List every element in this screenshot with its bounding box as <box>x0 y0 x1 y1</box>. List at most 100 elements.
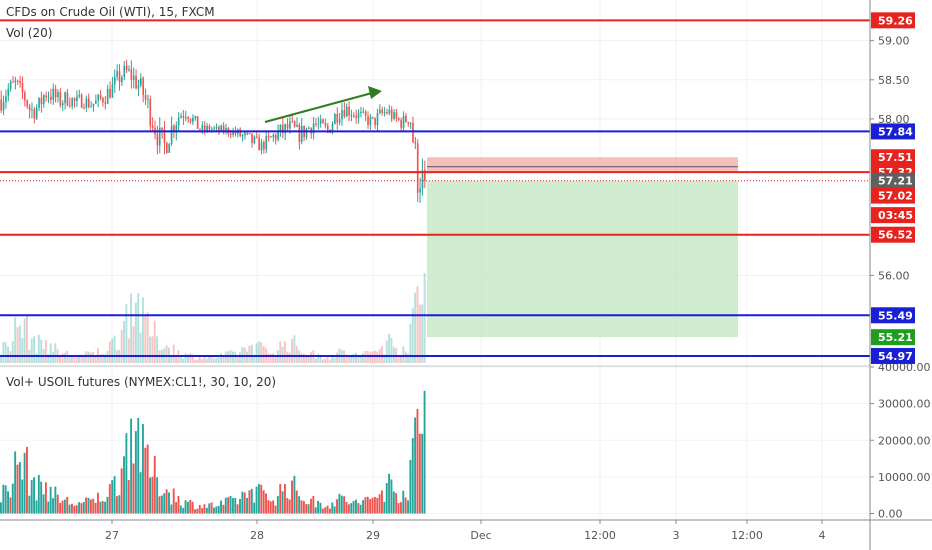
volume-bar <box>23 452 26 514</box>
candle-body <box>248 133 251 135</box>
candle-body <box>139 78 142 86</box>
main-volume-bar <box>319 355 322 363</box>
main-volume-bar <box>23 318 26 363</box>
time-tick-label: 4 <box>819 529 826 542</box>
volume-bar <box>28 495 31 514</box>
candle-body <box>201 125 204 130</box>
volume-bar <box>381 490 383 514</box>
volume-bar <box>120 468 123 514</box>
price-axis-background[interactable] <box>870 0 932 550</box>
main-volume-bar <box>307 356 310 363</box>
candle-body <box>106 88 109 104</box>
candle-body <box>386 112 388 114</box>
main-volume-bar <box>409 323 412 363</box>
candle-body <box>40 97 43 105</box>
candle-body <box>14 80 17 83</box>
main-volume-bar <box>267 353 270 363</box>
main-volume-bar <box>191 354 194 363</box>
main-volume-bar <box>123 321 125 363</box>
volume-bar <box>151 476 154 514</box>
volume-bar <box>347 504 350 514</box>
candle-body <box>59 92 62 106</box>
candle-body <box>192 118 194 122</box>
main-volume-bar <box>111 338 114 363</box>
svg-text:03:45: 03:45 <box>878 209 913 222</box>
main-volume-bar <box>153 320 156 363</box>
candle-body <box>33 109 36 119</box>
candle-body <box>279 124 282 132</box>
candle-body <box>161 127 163 130</box>
candle-body <box>305 128 308 138</box>
volume-bar <box>392 491 395 514</box>
main-volume-bar <box>326 357 329 363</box>
volume-bar <box>246 497 249 514</box>
trend-arrow[interactable] <box>264 86 382 123</box>
main-volume-bar <box>369 352 372 363</box>
main-volume-bar <box>186 354 189 363</box>
candle-body <box>265 136 268 150</box>
price-tag-59.26: 59.26 <box>871 12 915 29</box>
candle-body <box>210 129 213 131</box>
main-volume-bar <box>184 353 187 363</box>
main-volume-bar <box>9 351 12 363</box>
volume-bar <box>385 482 388 514</box>
volume-bar <box>80 503 83 514</box>
candle-body <box>116 71 118 77</box>
svg-text:54.97: 54.97 <box>878 350 913 363</box>
candle-body <box>367 116 369 125</box>
volume-bar <box>319 502 322 514</box>
volume-bar <box>7 491 9 514</box>
candle-body <box>343 110 346 117</box>
main-volume-bar <box>198 356 201 363</box>
volume-legend[interactable]: Vol (20) <box>6 26 53 40</box>
candle-body <box>203 125 206 131</box>
volume-bar <box>75 505 78 514</box>
volume-bar <box>26 447 28 514</box>
main-volume-bar <box>44 340 47 363</box>
main-volume-bar <box>11 341 14 363</box>
candle-body <box>350 115 353 117</box>
volume-bar <box>137 418 140 514</box>
candle-body <box>281 124 284 133</box>
volume-bar <box>250 488 253 514</box>
main-volume-bar <box>371 351 374 363</box>
volume-bar <box>33 477 36 514</box>
candle-body <box>364 111 367 117</box>
volume-bar <box>404 497 407 514</box>
volume-bar <box>243 492 246 514</box>
candle-body <box>381 109 384 113</box>
volume-bar <box>414 417 417 514</box>
volume-bar <box>182 507 185 514</box>
volume-bar <box>2 484 5 514</box>
main-volume-bar <box>227 351 230 363</box>
volume-bar <box>241 491 244 514</box>
volume-bar <box>300 500 303 514</box>
horizontal-levels[interactable] <box>0 19 870 357</box>
main-volume-bar <box>407 353 409 363</box>
candle-body <box>156 134 159 146</box>
volume-bar <box>265 493 267 514</box>
volume-bar <box>42 494 45 514</box>
candle-body <box>232 130 234 135</box>
candle-body <box>222 125 225 132</box>
volume-bar <box>359 504 362 514</box>
candle-body <box>289 121 291 129</box>
volume-bar <box>16 464 19 514</box>
stop-loss-zone[interactable] <box>427 157 738 173</box>
volume-bar <box>210 502 213 514</box>
volume-bar <box>328 508 331 514</box>
candle-body <box>125 65 128 71</box>
take-profit-zone[interactable] <box>427 180 738 338</box>
main-volume-bar <box>40 339 43 363</box>
volume-bar <box>186 501 189 514</box>
candle-body <box>9 81 12 89</box>
volume-bar <box>399 502 402 514</box>
vol-plus-legend[interactable]: Vol+ USOIL futures (NYMEX:CL1!, 30, 10, … <box>6 375 277 389</box>
symbol-legend[interactable]: CFDs on Crude Oil (WTI), 15, FXCM <box>6 5 215 19</box>
main-volume-bar <box>137 292 140 363</box>
volume-bar <box>288 499 291 514</box>
candle-body <box>28 106 31 110</box>
candle-body <box>331 124 334 133</box>
candle-body <box>379 109 381 114</box>
